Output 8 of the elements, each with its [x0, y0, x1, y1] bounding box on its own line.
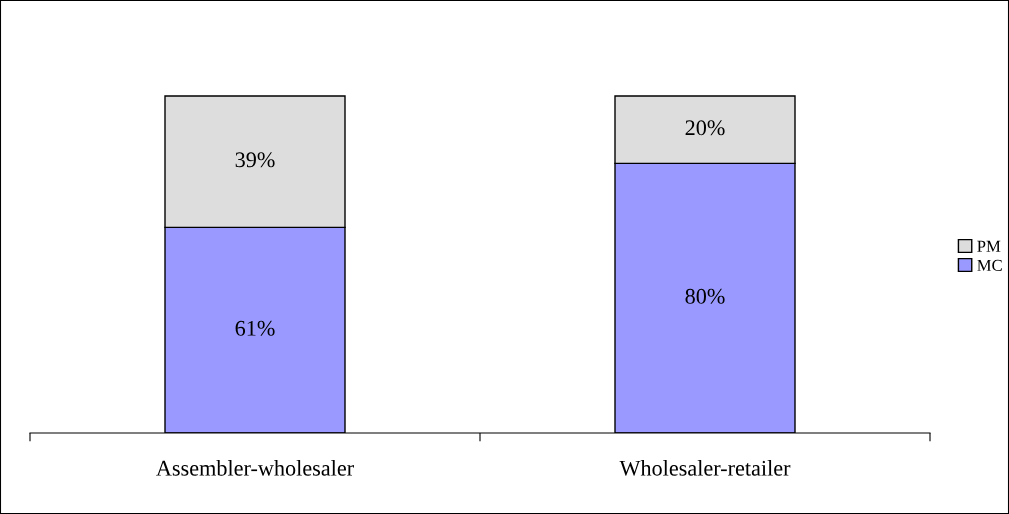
data-label: 39%: [235, 152, 275, 168]
x-tick-label: Wholesaler-retailer: [619, 460, 791, 476]
data-label: 80%: [685, 288, 725, 304]
x-tick-label: Assembler-wholesaler: [156, 460, 354, 476]
data-label: 61%: [235, 320, 275, 336]
legend-label: PM: [977, 240, 1001, 252]
data-label: 20%: [685, 120, 725, 136]
legend-label: MC: [977, 259, 1002, 271]
